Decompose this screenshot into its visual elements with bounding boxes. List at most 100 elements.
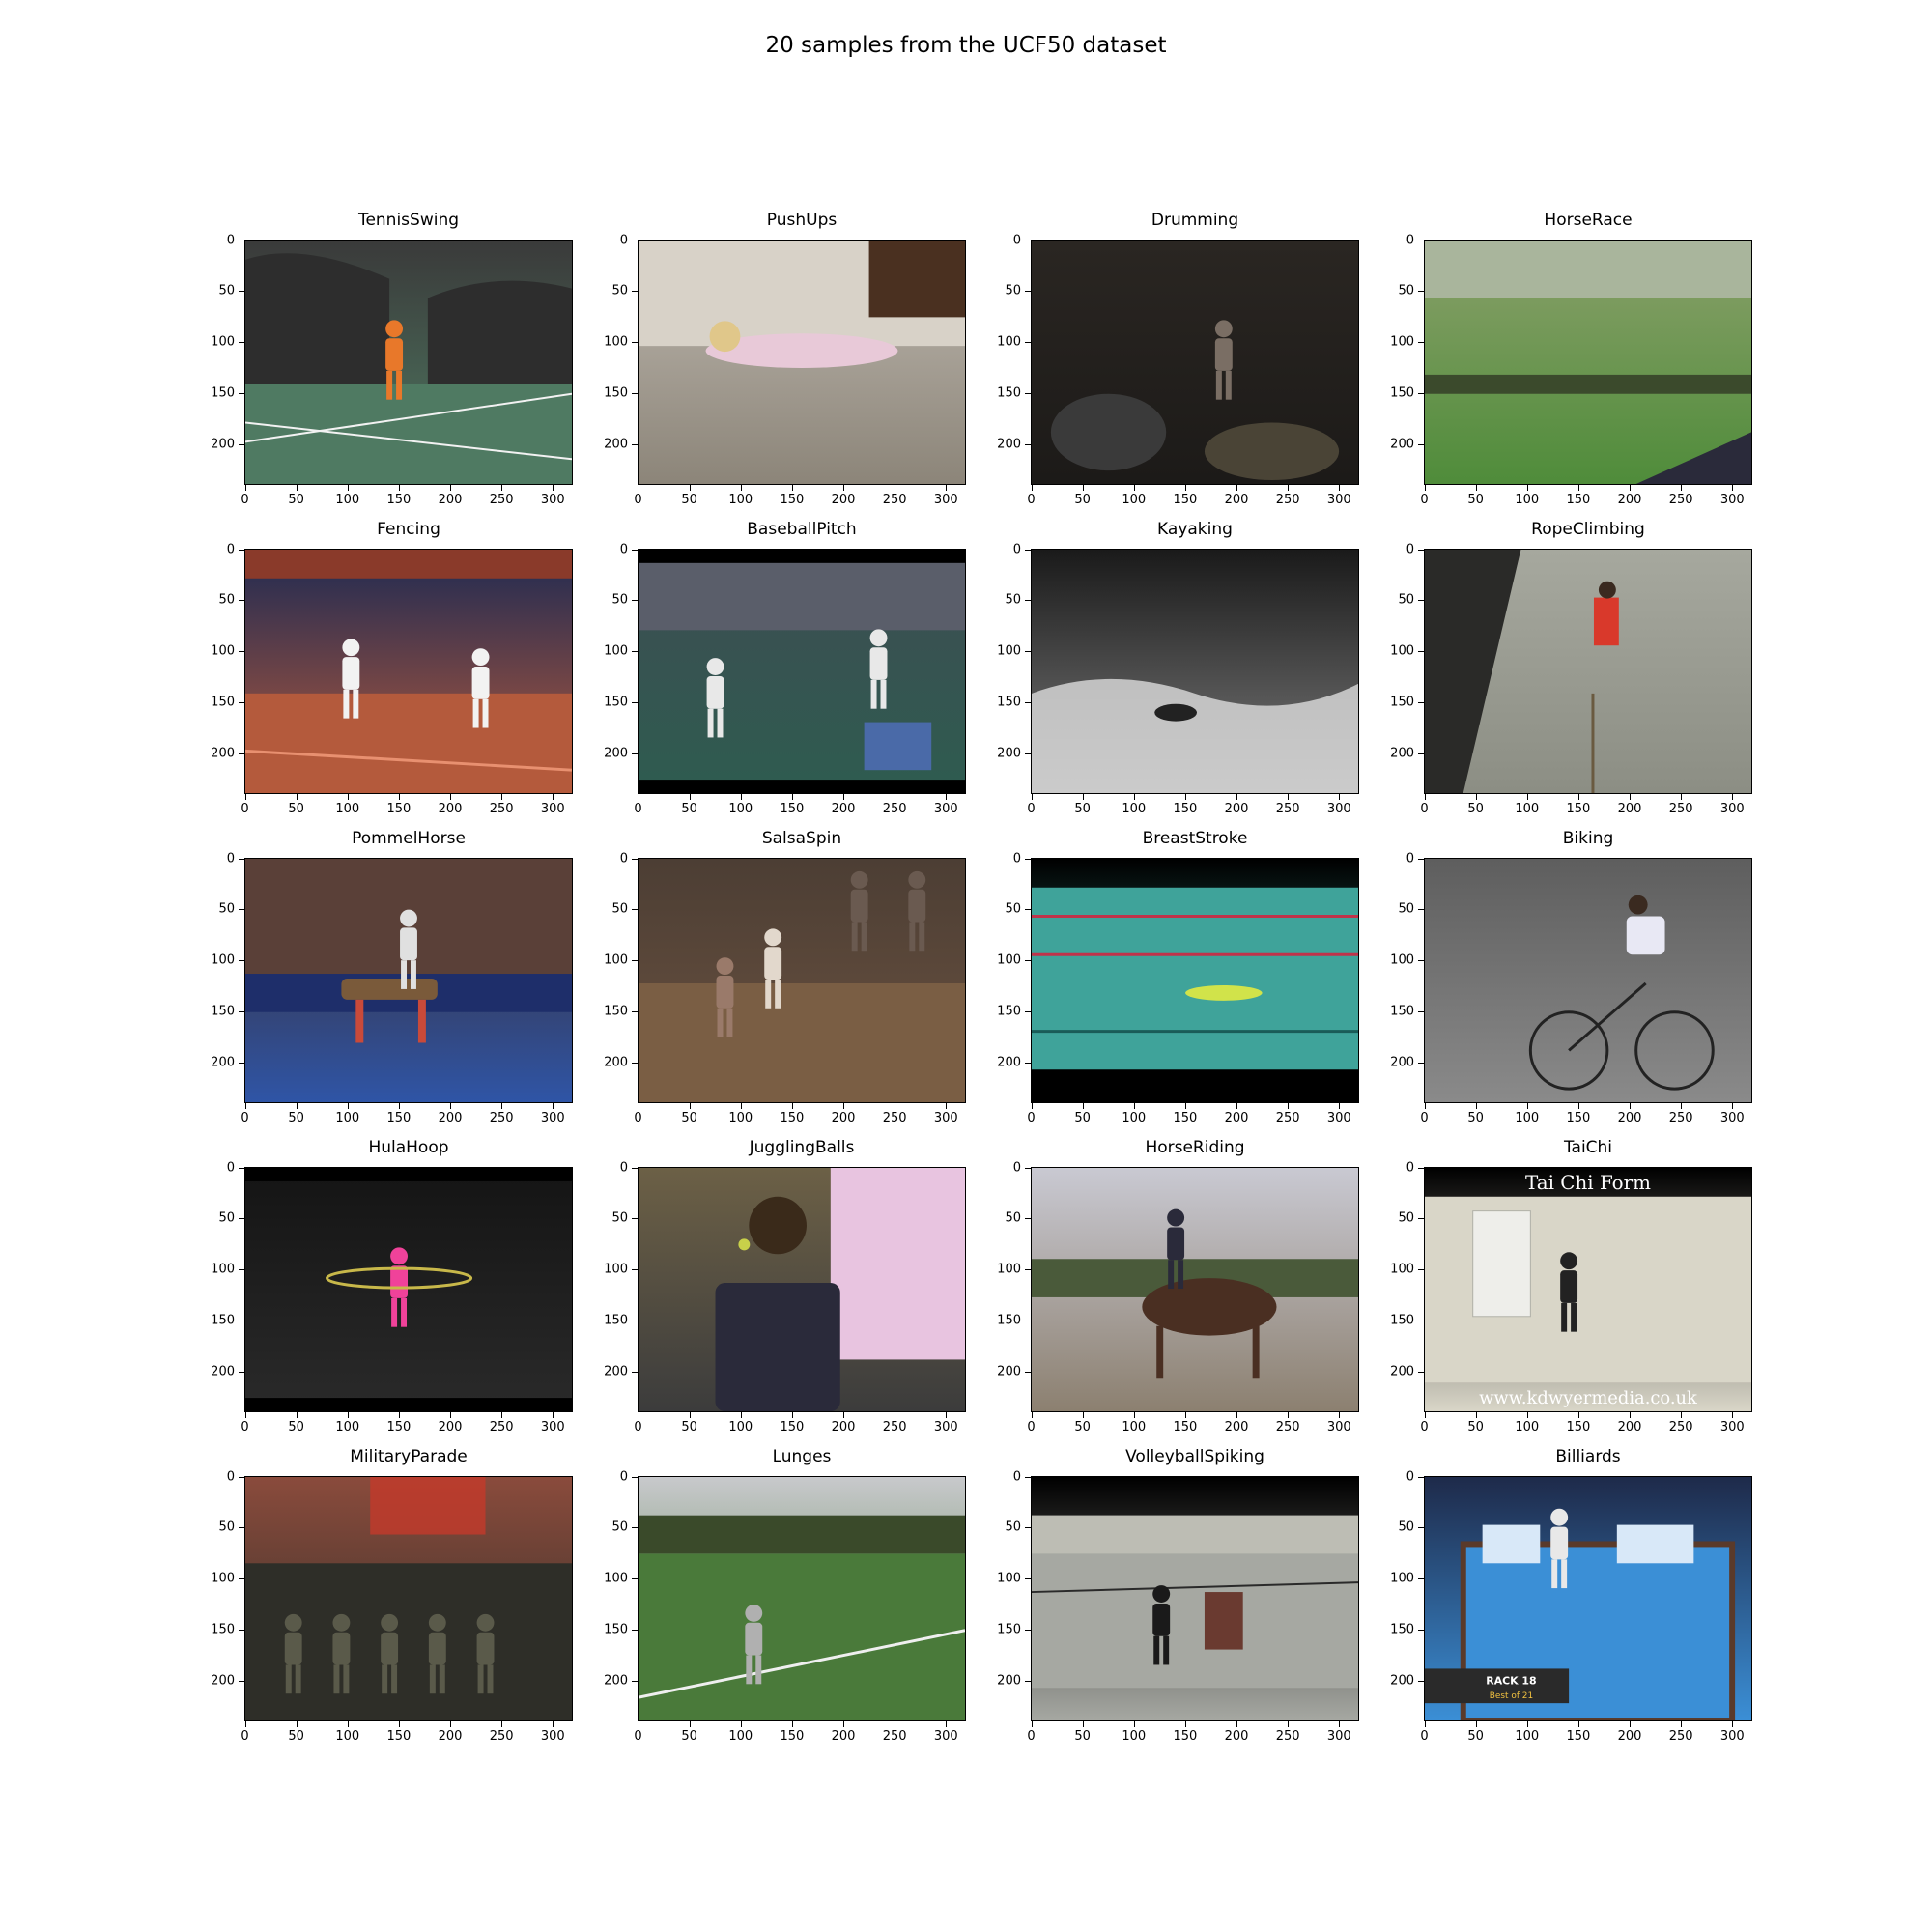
x-tick-mark xyxy=(347,1103,349,1109)
y-tick-mark xyxy=(239,1167,244,1169)
x-tick-mark xyxy=(843,485,845,491)
y-tick-label: 0 xyxy=(1406,851,1414,867)
y-tick-mark xyxy=(239,342,244,344)
y-tick-label: 0 xyxy=(226,233,235,248)
x-tick-mark xyxy=(1236,1721,1238,1727)
x-tick-label: 100 xyxy=(335,802,360,816)
sample-subplot: HorseRace 0 50 100 150 200 250 300 0 50 100 150 200 xyxy=(1390,211,1752,520)
x-tick-label: 50 xyxy=(681,493,697,507)
y-tick-mark xyxy=(239,960,244,962)
y-tick-mark xyxy=(239,1476,244,1478)
x-tick-mark xyxy=(1236,794,1238,800)
x-tick-mark xyxy=(1732,485,1734,491)
x-tick-mark xyxy=(296,794,298,800)
x-tick-label: 100 xyxy=(1122,802,1147,816)
y-tick-mark xyxy=(1418,291,1424,293)
y-tick-label: 50 xyxy=(1398,283,1414,298)
y-tick-mark xyxy=(1418,960,1424,962)
x-tick-mark xyxy=(843,1412,845,1418)
y-tick-label: 200 xyxy=(997,1364,1021,1379)
y-tick-mark xyxy=(1025,753,1031,755)
x-tick-mark xyxy=(501,1721,503,1727)
x-tick-mark xyxy=(689,1412,691,1418)
y-tick-mark xyxy=(1418,1218,1424,1220)
y-tick-mark xyxy=(239,1372,244,1374)
window-room-scene xyxy=(639,1168,965,1411)
x-tick-label: 0 xyxy=(1027,802,1036,816)
sample-subplot: PommelHorse 0 50 100 150 200 250 300 0 50 100 150 20… xyxy=(211,829,573,1138)
subplot-title: Lunges xyxy=(772,1447,832,1466)
x-tick-label: 250 xyxy=(1668,493,1693,507)
y-tick-label: 0 xyxy=(1012,851,1021,867)
x-tick-mark xyxy=(740,794,742,800)
y-tick-label: 0 xyxy=(1406,1160,1414,1176)
video-frame-image xyxy=(244,549,573,794)
gym-court-scene xyxy=(1032,1477,1358,1720)
y-tick-mark xyxy=(1418,909,1424,911)
x-tick-mark xyxy=(946,485,948,491)
x-tick-label: 300 xyxy=(1719,1420,1745,1435)
x-tick-label: 50 xyxy=(1074,802,1091,816)
y-tick-mark xyxy=(632,753,638,755)
x-tick-label: 0 xyxy=(1027,1111,1036,1125)
x-tick-label: 300 xyxy=(933,1729,958,1744)
x-tick-label: 200 xyxy=(438,802,463,816)
x-tick-mark xyxy=(946,1103,948,1109)
overlay-rack-text: RACK 18 xyxy=(1486,1674,1536,1687)
x-tick-label: 0 xyxy=(634,1420,642,1435)
y-tick-mark xyxy=(1025,291,1031,293)
x-tick-label: 50 xyxy=(1467,802,1484,816)
x-tick-mark xyxy=(347,1721,349,1727)
y-tick-mark xyxy=(632,1063,638,1065)
x-tick-label: 250 xyxy=(882,1729,907,1744)
y-tick-label: 100 xyxy=(997,334,1021,350)
y-tick-mark xyxy=(632,651,638,653)
video-frame-image xyxy=(638,1476,966,1721)
sample-subplot: PushUps 0 50 100 150 200 250 300 0 50 100 150 200 xyxy=(604,211,966,520)
y-tick-label: 0 xyxy=(1012,1469,1021,1485)
x-tick-mark xyxy=(1526,1103,1528,1109)
x-tick-mark xyxy=(1339,794,1341,800)
x-tick-label: 150 xyxy=(780,1111,805,1125)
x-tick-mark xyxy=(843,1721,845,1727)
x-tick-mark xyxy=(1288,1103,1290,1109)
x-tick-label: 300 xyxy=(933,493,958,507)
x-tick-label: 50 xyxy=(681,1111,697,1125)
x-tick-label: 200 xyxy=(831,802,856,816)
x-tick-mark xyxy=(1630,1103,1632,1109)
x-tick-mark xyxy=(1339,1412,1341,1418)
y-tick-mark xyxy=(632,444,638,446)
pool-table-scene: RACK 18 Best of 21 xyxy=(1425,1477,1751,1720)
x-tick-mark xyxy=(1526,1721,1528,1727)
y-tick-label: 100 xyxy=(604,334,628,350)
sample-subplot: RopeClimbing 0 50 100 150 200 250 300 0 50 100 150 2… xyxy=(1390,520,1752,829)
x-tick-label: 250 xyxy=(1275,1420,1300,1435)
x-tick-label: 0 xyxy=(241,802,249,816)
x-tick-label: 300 xyxy=(933,1111,958,1125)
y-tick-mark xyxy=(1418,1681,1424,1683)
y-tick-mark xyxy=(1418,1269,1424,1271)
x-tick-mark xyxy=(1732,1412,1734,1418)
x-tick-mark xyxy=(244,1412,246,1418)
x-tick-label: 200 xyxy=(438,1729,463,1744)
x-tick-label: 150 xyxy=(386,1729,412,1744)
figure-title: 20 samples from the UCF50 dataset xyxy=(765,33,1167,58)
y-tick-mark xyxy=(632,393,638,395)
x-tick-label: 250 xyxy=(1275,1111,1300,1125)
y-tick-label: 150 xyxy=(211,695,235,710)
video-frame-image xyxy=(638,1167,966,1412)
x-tick-mark xyxy=(1526,485,1528,491)
x-tick-label: 250 xyxy=(882,493,907,507)
x-tick-label: 250 xyxy=(489,1111,514,1125)
x-tick-label: 150 xyxy=(386,493,412,507)
x-tick-label: 250 xyxy=(1668,802,1693,816)
x-tick-mark xyxy=(740,1103,742,1109)
x-tick-mark xyxy=(398,794,400,800)
x-tick-label: 300 xyxy=(1719,802,1745,816)
y-tick-label: 0 xyxy=(1406,542,1414,557)
subplot-title: BreastStroke xyxy=(1142,829,1248,848)
x-tick-label: 200 xyxy=(831,1420,856,1435)
x-tick-label: 300 xyxy=(933,1420,958,1435)
x-tick-mark xyxy=(1681,1721,1683,1727)
y-tick-label: 200 xyxy=(604,437,628,452)
